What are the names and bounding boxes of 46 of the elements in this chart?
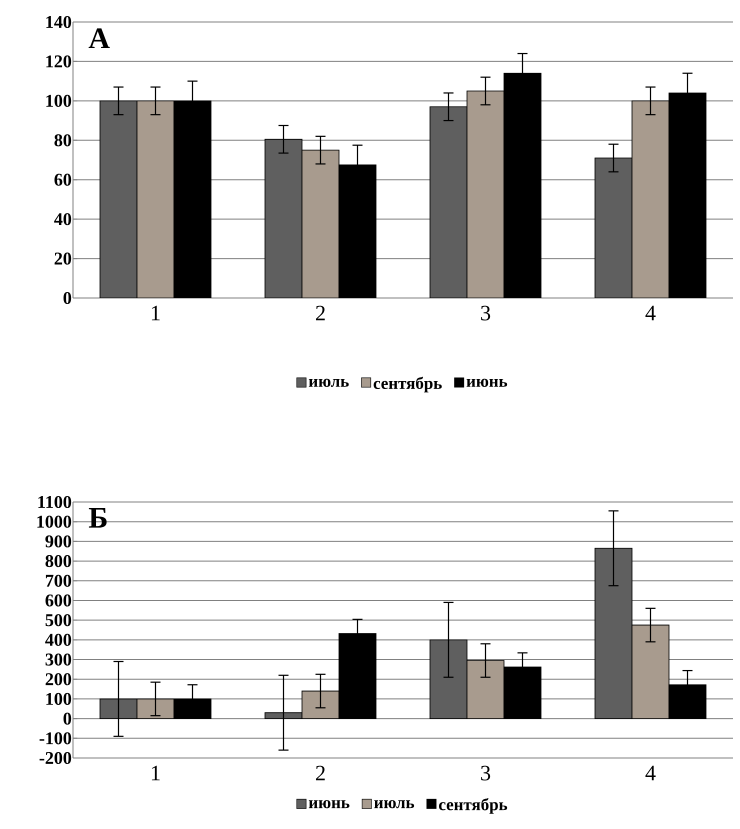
y-tick-label: 200 — [46, 673, 72, 686]
y-tick-label: 800 — [46, 555, 72, 568]
y-tick-label: 40 — [54, 213, 72, 226]
y-tick-label: -100 — [40, 732, 72, 744]
y-tick-label: 700 — [46, 574, 72, 587]
bar — [594, 158, 632, 298]
y-tick-label: 60 — [54, 174, 72, 186]
bar — [302, 150, 339, 298]
y-tick-label: 140 — [46, 16, 72, 28]
y-tick-label: 100 — [46, 692, 72, 705]
annotation: А — [88, 28, 110, 48]
x-tick-label: 2 — [316, 766, 325, 780]
x-tick-label: 2 — [316, 306, 325, 320]
bar — [265, 139, 302, 298]
x-tick-label: 1 — [152, 306, 160, 320]
bar — [467, 90, 504, 298]
bar — [137, 100, 174, 298]
legend-label: июнь — [466, 378, 508, 387]
y-tick-label: 1000 — [37, 516, 72, 528]
legend-label: июль — [374, 800, 414, 808]
y-tick-label: 0 — [64, 292, 72, 304]
x-tick-label: 4 — [645, 306, 656, 320]
legend-label: июль — [308, 378, 349, 387]
y-tick-label: 1100 — [38, 496, 72, 508]
legend-label: сентябрь — [439, 798, 508, 814]
bar — [100, 100, 137, 298]
x-tick-label: 1 — [152, 766, 160, 780]
bar — [632, 100, 670, 298]
x-tick-label: 3 — [481, 766, 490, 781]
y-tick-label: 500 — [46, 614, 72, 626]
y-tick-label: 900 — [45, 535, 72, 548]
y-tick-label: 100 — [46, 94, 72, 107]
y-tick-label: 400 — [45, 634, 72, 646]
y-tick-label: -200 — [40, 752, 72, 764]
y-tick-label: 20 — [54, 252, 72, 265]
bar — [430, 106, 467, 298]
annotation: Б — [88, 508, 107, 528]
legend-label: июнь — [308, 800, 350, 808]
y-tick-label: 300 — [46, 653, 72, 666]
y-tick-label: 0 — [64, 712, 72, 725]
x-tick-label: 4 — [645, 766, 656, 780]
y-tick-label: 120 — [46, 55, 72, 68]
x-tick-label: 3 — [481, 306, 490, 320]
y-tick-label: 80 — [54, 134, 72, 146]
legend-label: сентябрь — [374, 376, 442, 392]
y-tick-label: 600 — [46, 594, 72, 607]
